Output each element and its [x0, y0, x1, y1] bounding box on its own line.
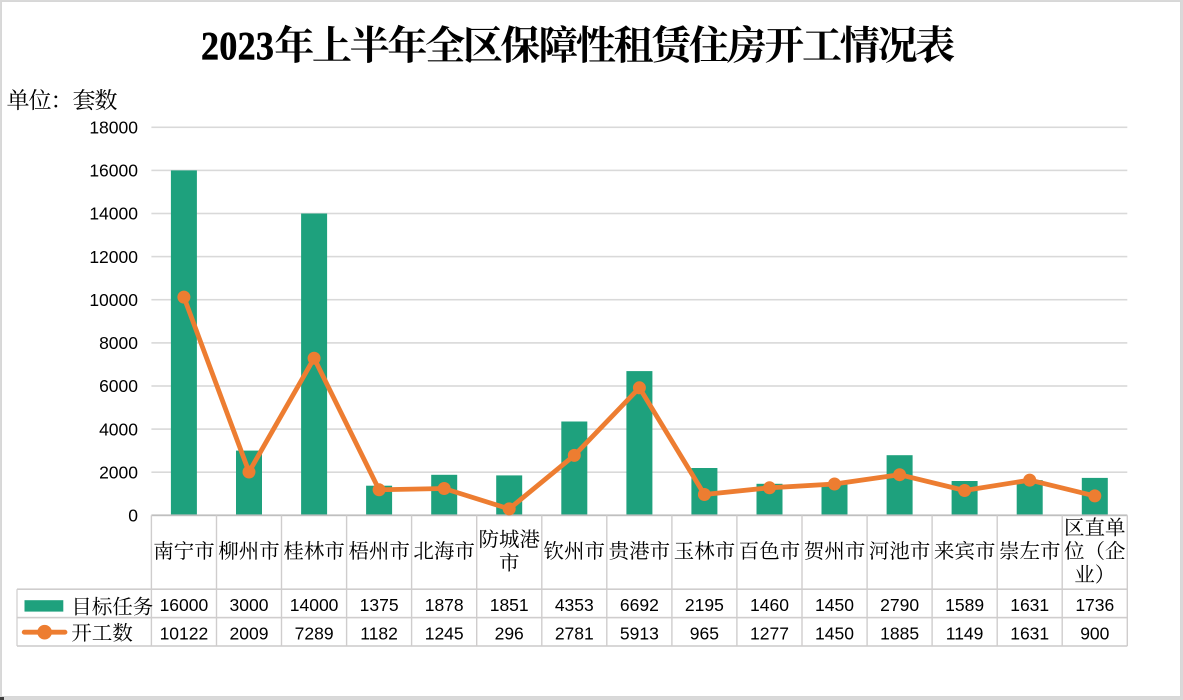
- svg-text:1851: 1851: [490, 595, 529, 615]
- svg-text:14000: 14000: [290, 595, 339, 615]
- svg-text:2781: 2781: [555, 623, 594, 643]
- svg-text:10000: 10000: [89, 290, 138, 310]
- svg-text:1182: 1182: [360, 623, 398, 643]
- svg-text:1885: 1885: [880, 623, 919, 643]
- svg-text:3000: 3000: [230, 595, 269, 615]
- svg-text:6000: 6000: [99, 376, 138, 396]
- svg-text:965: 965: [690, 623, 719, 643]
- svg-text:1245: 1245: [425, 623, 464, 643]
- svg-text:14000: 14000: [89, 204, 138, 224]
- svg-text:1450: 1450: [815, 595, 854, 615]
- svg-text:2790: 2790: [880, 595, 919, 615]
- svg-text:2195: 2195: [685, 595, 724, 615]
- svg-text:2000: 2000: [99, 462, 138, 482]
- svg-text:12000: 12000: [89, 247, 138, 267]
- svg-text:18000: 18000: [89, 118, 138, 138]
- svg-text:1631: 1631: [1010, 623, 1049, 643]
- svg-text:1149: 1149: [946, 623, 984, 643]
- svg-text:1460: 1460: [750, 595, 789, 615]
- svg-text:2009: 2009: [230, 623, 269, 643]
- svg-text:1277: 1277: [750, 623, 789, 643]
- svg-text:16000: 16000: [89, 161, 138, 181]
- svg-text:1589: 1589: [945, 595, 984, 615]
- svg-text:16000: 16000: [160, 595, 209, 615]
- svg-text:5913: 5913: [620, 623, 659, 643]
- svg-text:4000: 4000: [99, 419, 138, 439]
- svg-text:8000: 8000: [99, 333, 138, 353]
- svg-text:1878: 1878: [425, 595, 464, 615]
- svg-text:1631: 1631: [1010, 595, 1049, 615]
- svg-text:6692: 6692: [620, 595, 659, 615]
- svg-text:4353: 4353: [555, 595, 594, 615]
- svg-text:296: 296: [495, 623, 524, 643]
- svg-text:900: 900: [1080, 623, 1109, 643]
- svg-text:10122: 10122: [160, 623, 209, 643]
- svg-text:1450: 1450: [815, 623, 854, 643]
- svg-text:1375: 1375: [360, 595, 399, 615]
- svg-text:0: 0: [128, 506, 138, 526]
- svg-text:1736: 1736: [1075, 595, 1114, 615]
- svg-text:7289: 7289: [295, 623, 334, 643]
